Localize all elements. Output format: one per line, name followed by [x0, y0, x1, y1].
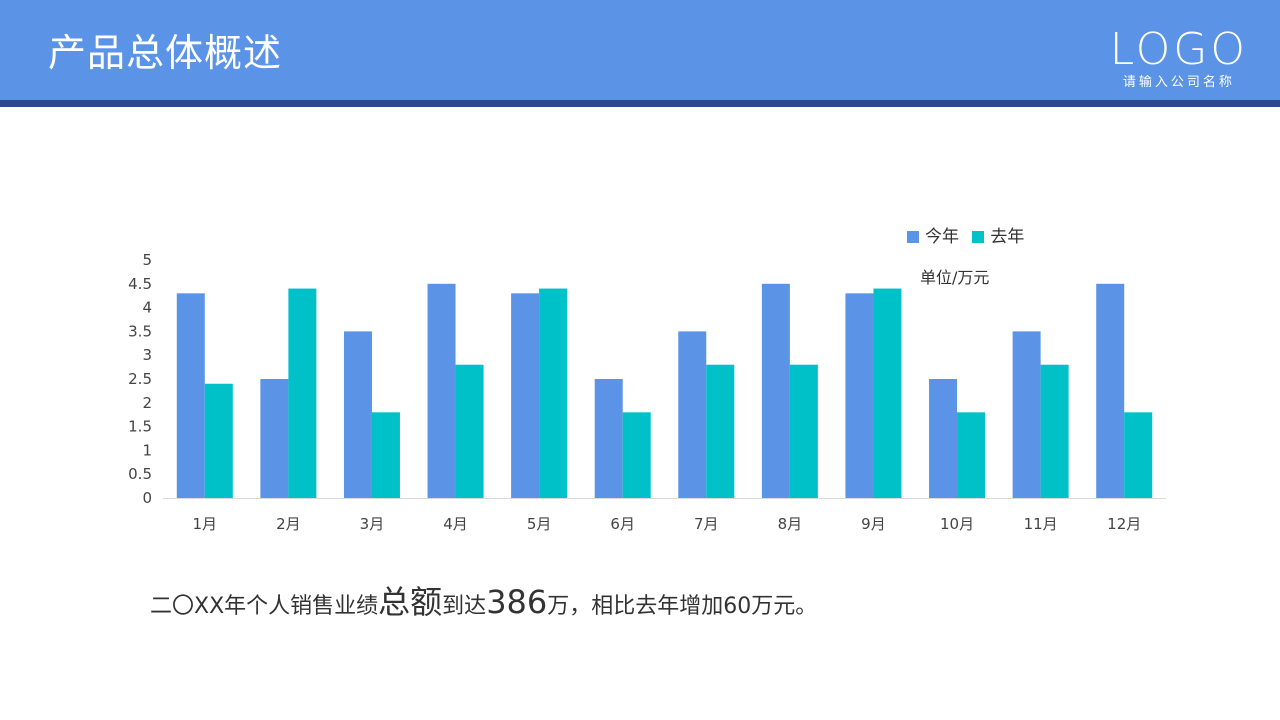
y-tick-label: 4.5	[128, 275, 152, 293]
header-bar: 产品总体概述 LOGO 请输入公司名称	[0, 0, 1280, 100]
x-tick-label: 2月	[276, 515, 301, 533]
bar-this-year	[427, 283, 456, 498]
legend-label-this-year: 今年	[925, 227, 959, 247]
chart-legend: 今年 去年	[907, 222, 1032, 247]
bar-this-year	[260, 379, 289, 498]
bar-last-year	[288, 288, 317, 498]
page-title: 产品总体概述	[48, 31, 283, 75]
x-tick-label: 7月	[694, 515, 719, 533]
y-tick-label: 1	[142, 441, 152, 459]
y-tick-label: 4	[142, 299, 152, 317]
sales-summary: 二〇XX年个人销售业绩总额到达386万，相比去年增加60万元。	[150, 582, 817, 627]
logo-subtitle: 请输入公司名称	[1122, 75, 1235, 90]
bar-last-year	[1124, 412, 1153, 498]
legend-swatch-last-year	[972, 231, 985, 243]
summary-emphasis-total: 总额	[378, 583, 443, 621]
logo-text: LOGO	[1109, 24, 1248, 75]
legend-item-this-year: 今年	[907, 222, 959, 247]
bar-last-year	[706, 364, 735, 498]
x-tick-label: 8月	[778, 515, 803, 533]
bar-this-year	[845, 293, 874, 498]
bar-last-year	[371, 412, 400, 498]
summary-emphasis-amount: 386	[486, 583, 548, 621]
x-tick-label: 12月	[1107, 515, 1141, 533]
bar-this-year	[1096, 283, 1125, 498]
bar-last-year	[455, 364, 484, 498]
bar-this-year	[511, 293, 540, 498]
bar-last-year	[204, 383, 233, 498]
legend-label-last-year: 去年	[990, 227, 1025, 247]
bar-last-year	[622, 412, 651, 498]
y-tick-label: 2	[142, 394, 152, 412]
bar-last-year	[873, 288, 902, 498]
x-tick-label: 9月	[861, 515, 886, 533]
bar-last-year	[789, 364, 818, 498]
bar-this-year	[176, 293, 205, 498]
header-divider	[0, 100, 1280, 107]
summary-text-3: 万，相比去年增加60万元。	[547, 594, 818, 619]
y-tick-label: 5	[142, 251, 152, 269]
bar-last-year	[539, 288, 568, 498]
bar-this-year	[678, 331, 707, 498]
x-tick-label: 3月	[360, 515, 385, 533]
bar-last-year	[1040, 364, 1069, 498]
x-tick-label: 11月	[1024, 515, 1058, 533]
legend-item-last-year: 去年	[972, 222, 1024, 247]
bar-this-year	[594, 379, 623, 498]
bar-this-year	[343, 331, 372, 498]
x-tick-label: 4月	[443, 515, 468, 533]
summary-text-1: 二〇XX年个人销售业绩	[150, 594, 379, 619]
x-tick-label: 5月	[527, 515, 552, 533]
summary-text-2: 到达	[442, 594, 487, 619]
y-tick-label: 3.5	[128, 322, 152, 340]
y-tick-label: 2.5	[128, 370, 152, 388]
company-logo: LOGO 请输入公司名称	[1110, 28, 1248, 92]
bar-this-year	[761, 283, 790, 498]
x-tick-label: 10月	[940, 515, 974, 533]
bar-this-year	[929, 379, 958, 498]
bar-last-year	[957, 412, 986, 498]
y-tick-label: 1.5	[128, 418, 152, 436]
x-tick-label: 1月	[193, 515, 218, 533]
bar-this-year	[1012, 331, 1041, 498]
unit-label: 单位/万元	[920, 268, 990, 287]
legend-swatch-this-year	[907, 231, 919, 243]
x-tick-label: 6月	[610, 515, 635, 533]
y-tick-label: 3	[142, 346, 152, 364]
y-tick-label: 0.5	[128, 465, 152, 483]
y-tick-label: 0	[142, 489, 152, 507]
